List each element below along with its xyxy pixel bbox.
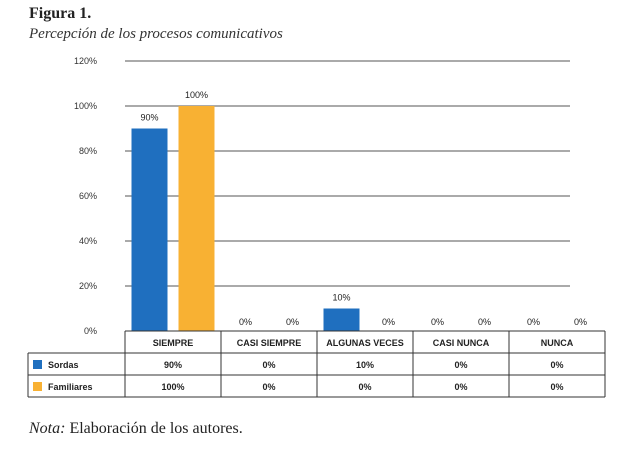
table-cell: 90%: [164, 360, 182, 370]
table-header-3: CASI NUNCA: [433, 338, 490, 348]
y-tick-label: 20%: [79, 281, 97, 291]
legend-label-sordas: Sordas: [48, 360, 79, 370]
y-tick-label: 120%: [74, 56, 97, 66]
table-cell: 0%: [454, 360, 467, 370]
bars: [131, 106, 360, 331]
data-label: 0%: [239, 317, 252, 327]
y-tick-label: 0%: [84, 326, 97, 336]
legend-label-familiares: Familiares: [48, 382, 93, 392]
bar-familiares-0: [178, 106, 215, 331]
y-tick-label: 80%: [79, 146, 97, 156]
bar-sordas-2: [323, 308, 360, 331]
data-label: 90%: [140, 113, 158, 123]
note-prefix: Nota:: [29, 420, 66, 437]
data-label: 10%: [332, 293, 350, 303]
note-text: Elaboración de los autores.: [65, 420, 243, 437]
figure-title: Percepción de los procesos comunicativos: [29, 26, 283, 42]
bar-sordas-0: [131, 128, 168, 331]
bar-labels: 90% 100% 0% 0% 10% 0% 0% 0% 0% 0%: [140, 90, 587, 327]
data-label: 0%: [527, 317, 540, 327]
table-header-1: CASI SIEMPRE: [237, 338, 302, 348]
data-label: 0%: [574, 317, 587, 327]
data-label: 100%: [185, 90, 208, 100]
table-cell: 0%: [550, 360, 563, 370]
table-header-4: NUNCA: [541, 338, 574, 348]
data-table: SIEMPRE CASI SIEMPRE ALGUNAS VECES CASI NUN…: [27, 330, 606, 398]
table-cell: 0%: [262, 382, 275, 392]
table-cell: 10%: [356, 360, 374, 370]
y-tick-label: 100%: [74, 101, 97, 111]
table-header-2: ALGUNAS VECES: [326, 338, 404, 348]
legend-swatch-sordas: [33, 360, 42, 369]
table-header-0: SIEMPRE: [153, 338, 194, 348]
table-cell: 0%: [358, 382, 371, 392]
data-label: 0%: [382, 317, 395, 327]
y-tick-label: 60%: [79, 191, 97, 201]
table-cell: 0%: [262, 360, 275, 370]
figure-label: Figura 1.: [29, 5, 92, 22]
data-label: 0%: [478, 317, 491, 327]
data-label: 0%: [431, 317, 444, 327]
y-axis-ticks: 0% 20% 40% 60% 80% 100% 120%: [74, 56, 97, 336]
y-tick-label: 40%: [79, 236, 97, 246]
table-cell: 0%: [550, 382, 563, 392]
legend-swatch-familiares: [33, 382, 42, 391]
table-cell: 100%: [161, 382, 184, 392]
data-label: 0%: [286, 317, 299, 327]
table-cell: 0%: [454, 382, 467, 392]
figure-note: Nota: Elaboración de los autores.: [29, 420, 243, 438]
